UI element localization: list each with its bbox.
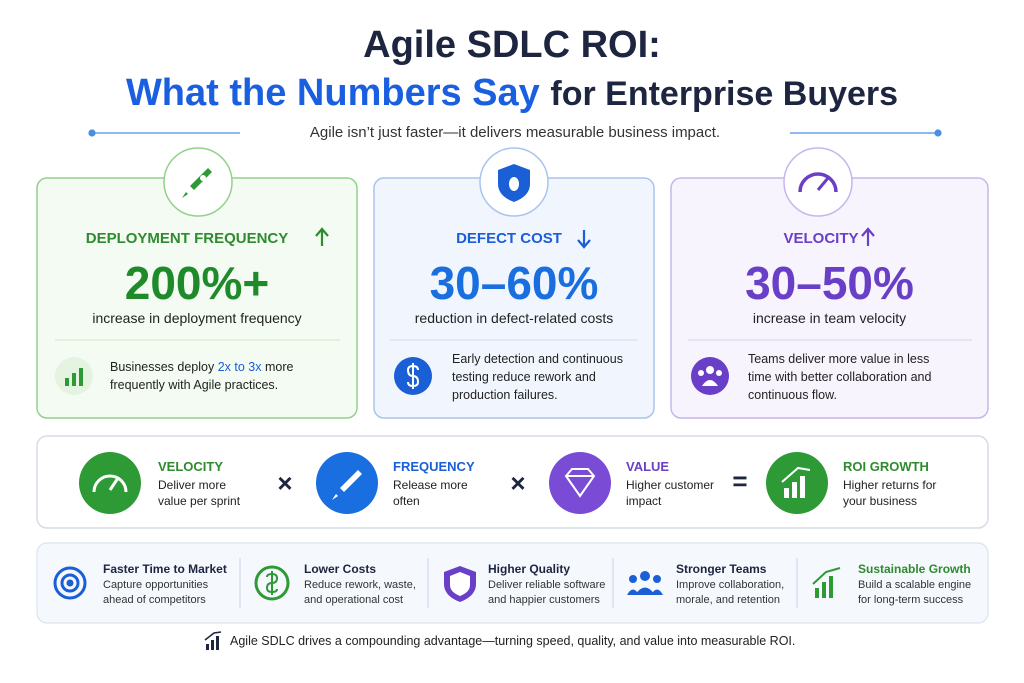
shield-icon [479, 147, 549, 217]
card-caption: reduction in defect-related costs [414, 310, 614, 326]
card-stat: 30–60% [429, 257, 599, 309]
up-arrow [315, 227, 329, 246]
target-icon [53, 566, 87, 600]
benefit-title: Lower Costs [304, 562, 377, 576]
frequency-icon [316, 452, 378, 514]
title-line1: Agile SDLC ROI: [363, 24, 661, 66]
card-stat: 200%+ [124, 257, 270, 309]
separators [239, 558, 798, 608]
formula-title: FREQUENCY [393, 459, 475, 474]
formula-text: Release more often [393, 478, 468, 508]
formula-text: Higher returns for your business [843, 478, 937, 508]
benefit-title: Sustainable Growth [858, 562, 971, 576]
formula-title: VALUE [626, 459, 670, 474]
card-label: DEPLOYMENT FREQUENCY [85, 230, 289, 247]
note-text: Businesses deploy [110, 360, 218, 374]
velocity-icon [79, 452, 141, 514]
card-caption: increase in team velocity [752, 310, 907, 326]
benefit-text: Reduce rework, waste, and operational co… [304, 579, 416, 606]
note-highlight: 2x to 3x [217, 360, 262, 374]
down-arrow [577, 230, 591, 249]
title-line2: What the Numbers Say for Enterprise Buye… [0, 72, 1024, 115]
coin-icon [254, 565, 290, 601]
title-highlight: What the Numbers Say [125, 72, 540, 114]
rocket-icon [163, 147, 233, 217]
roi-icon [766, 452, 828, 514]
quality-icon [444, 566, 476, 602]
operator: × [510, 468, 526, 498]
operator: = [732, 466, 748, 496]
benefit-title: Faster Time to Market [103, 562, 227, 576]
operator: × [277, 468, 293, 498]
card-note: Teams deliver more value in less time wi… [748, 352, 932, 402]
benefit-text: Capture opportunities ahead of competito… [103, 579, 209, 606]
formula-title: VELOCITY [158, 459, 224, 474]
formula-text: Higher customer impact [626, 478, 715, 508]
note-text: more frequently with Agile practices. [110, 360, 294, 392]
card-caption: increase in deployment frequency [92, 310, 302, 326]
benefit-text: Improve collaboration, morale, and reten… [676, 579, 785, 606]
formula-title: ROI GROWTH [843, 459, 929, 474]
formula-panel [36, 435, 989, 529]
card-label: VELOCITY [783, 230, 859, 247]
subtitle: Agile isn’t just faster—it delivers meas… [309, 124, 721, 141]
benefit-title: Stronger Teams [676, 562, 767, 576]
benefit-title: Higher Quality [488, 562, 571, 576]
team-icon [691, 357, 729, 395]
formula-text: Deliver more value per sprint [158, 478, 241, 508]
gauge-icon [783, 147, 853, 217]
title-rest: for Enterprise Buyers [550, 75, 899, 113]
subtitle-rules [88, 129, 942, 137]
value-icon [549, 452, 611, 514]
card-note: Early detection and continuous testing r… [452, 352, 623, 402]
people-icon [627, 571, 663, 595]
chart-icon [55, 357, 93, 395]
benefit-text: Build a scalable engine for long-term su… [858, 579, 972, 606]
dollar-icon [394, 357, 432, 395]
footer: Agile SDLC drives a compounding advantag… [230, 634, 796, 648]
card-stat: 30–50% [745, 257, 914, 309]
growth-icon [812, 567, 841, 598]
benefits-panel [36, 542, 989, 624]
up-arrow [861, 227, 875, 246]
footer-icon [204, 631, 222, 650]
card-note: Businesses deploy 2x to 3x more frequent… [110, 358, 330, 394]
benefit-text: Deliver reliable software and happier cu… [488, 579, 606, 606]
card-label: DEFECT COST [456, 230, 562, 247]
